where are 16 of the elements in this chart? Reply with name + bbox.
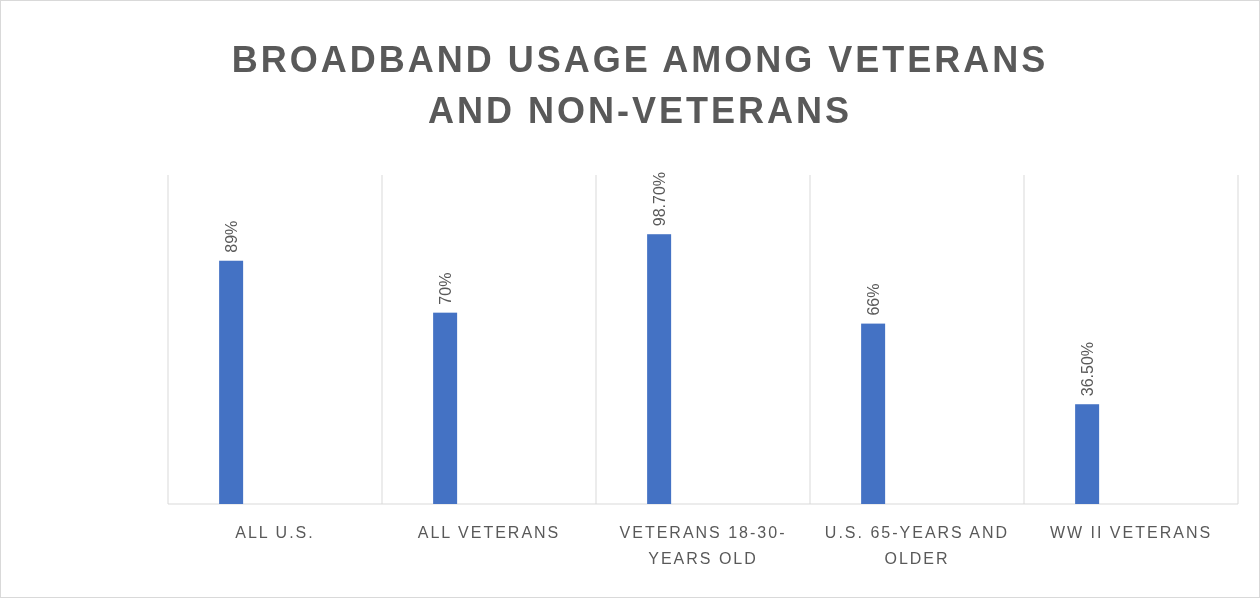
data-label: 89% bbox=[223, 220, 241, 253]
x-tick-label: U.S. 65-YEARS AND OLDER bbox=[824, 524, 1010, 567]
x-tick-label: ALL U.S. bbox=[235, 524, 315, 541]
x-tick-label: VETERANS 18-30-YEARS OLD bbox=[619, 524, 787, 567]
chart-title: BROADBAND USAGE AMONG VETERANS AND NON-VETERANS bbox=[231, 39, 1049, 131]
bar bbox=[861, 323, 886, 504]
data-label: 98.70% bbox=[651, 171, 669, 227]
x-tick-label: WW II VETERANS bbox=[1049, 524, 1213, 541]
bar bbox=[1075, 404, 1100, 504]
data-label: 66% bbox=[865, 283, 883, 316]
bar bbox=[647, 234, 672, 504]
bar bbox=[219, 260, 244, 504]
x-tick-label: ALL VETERANS bbox=[417, 524, 561, 541]
data-label: 70% bbox=[437, 272, 455, 305]
data-label: 36.50% bbox=[1079, 341, 1097, 397]
bar bbox=[433, 312, 458, 504]
